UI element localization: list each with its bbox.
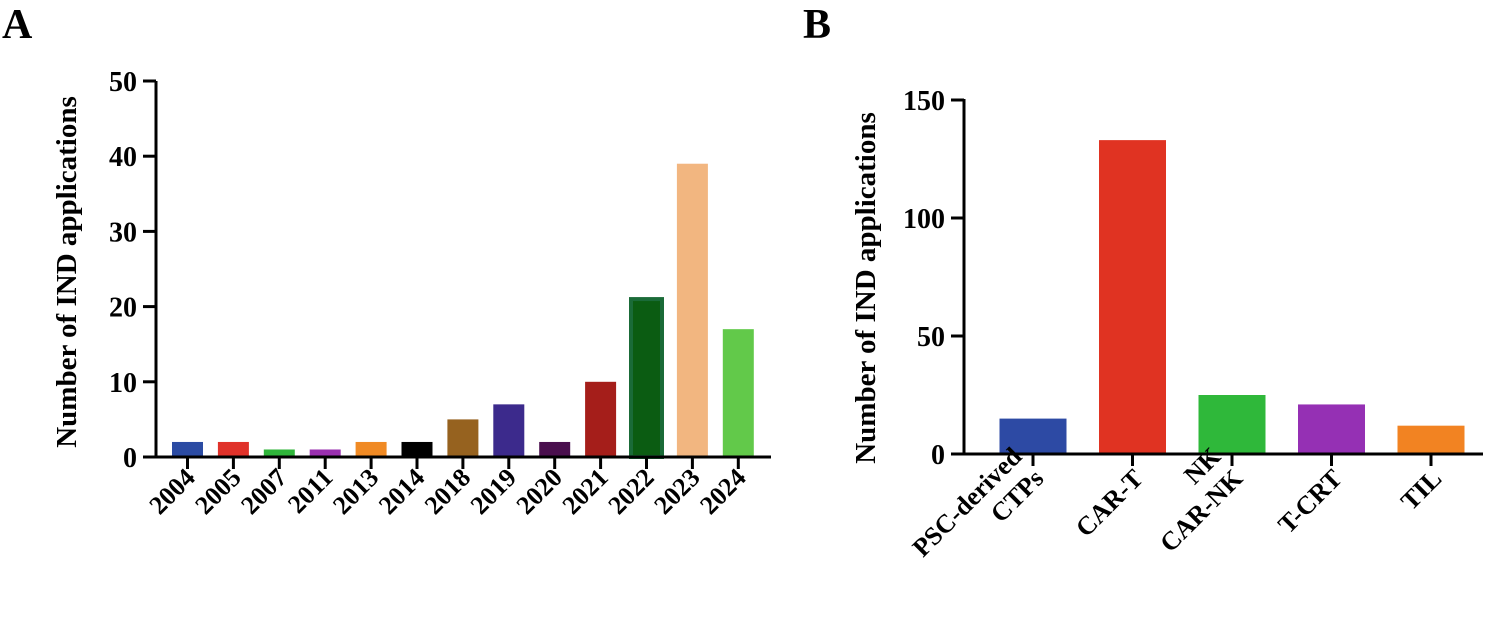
panel-b-y-tick-label: 50	[917, 322, 945, 353]
panel-b-bar-til	[1397, 425, 1465, 454]
panel-b-bar-car-t	[1099, 140, 1166, 454]
panel-b-bar-nk-car-nk	[1198, 395, 1266, 454]
panel-a-bar-2018	[447, 419, 479, 457]
panel-b-y-tick-label: 150	[903, 86, 945, 117]
panel-a-y-ticks: 0 10 20 30 40 50	[109, 67, 156, 474]
panel-a-bar-2004	[172, 441, 203, 457]
panel-a-x-tick-label: 2018	[419, 463, 476, 520]
panel-b-x-tick-label: TIL	[1395, 464, 1447, 516]
panel-a-bar-2011	[309, 449, 341, 457]
panel-b-x-tick-label: T-CRT	[1272, 464, 1347, 539]
panel-a-x-tick-label: 2013	[327, 463, 384, 520]
panel-a-x-tick-label: 2021	[557, 463, 614, 520]
panel-a-bar-2005	[217, 441, 249, 457]
panel-a-x-tick-label: 2022	[602, 463, 659, 520]
panel-a-y-tick-label: 0	[123, 443, 137, 474]
panel-b-y-tick-label: 0	[931, 440, 945, 471]
panel-a-bar-2021	[585, 381, 617, 457]
panel-b-bars	[999, 140, 1465, 454]
panel-b-y-axis-label: Number of IND applications	[850, 112, 882, 464]
panel-a-bar-2022	[629, 297, 664, 459]
panel-a-x-tick-label: 2019	[465, 463, 522, 520]
panel-a-y-tick-label: 20	[109, 293, 137, 324]
panel-a: A Number of IND applications 0 10 20 30 40 50…	[2, 2, 771, 520]
panel-a-y-axis-label: Number of IND applications	[51, 96, 83, 448]
panel-letter-a: A	[2, 2, 33, 48]
panel-a-bar-2014	[401, 441, 433, 457]
panel-a-bar-2013	[355, 441, 387, 457]
panel-a-x-tick-label: 2024	[694, 463, 751, 520]
panel-a-x-tick-label: 2007	[235, 463, 292, 520]
panel-a-bar-2023	[676, 163, 708, 457]
panel-a-bar-2007	[263, 449, 295, 457]
panel-a-x-ticks: 2004200520072011201320142018201920202021…	[143, 457, 752, 520]
panel-b-bar-psc-derived-ctps	[999, 418, 1067, 454]
panel-b-x-tick-label: CAR-T	[1070, 464, 1149, 543]
panel-a-x-tick-label: 2020	[511, 463, 568, 520]
panel-a-x-tick-label: 2014	[373, 463, 430, 520]
panel-a-x-tick-label: 2005	[189, 463, 246, 520]
panel-a-x-tick-label: 2023	[648, 463, 705, 520]
panel-a-bars	[172, 163, 754, 459]
panel-b-y-ticks: 0 50 100 150	[903, 86, 964, 471]
panel-letter-b: B	[803, 2, 831, 48]
panel-b-bar-t-crt	[1298, 404, 1365, 454]
panel-a-bar-2024	[722, 329, 754, 457]
panel-b-y-tick-label: 100	[903, 204, 945, 235]
panel-a-y-tick-label: 50	[109, 67, 137, 98]
panel-a-y-tick-label: 10	[109, 368, 137, 399]
panel-a-bar-2020	[539, 441, 571, 457]
panel-a-bar-2019	[493, 404, 525, 457]
panel-a-x-tick-label: 2004	[143, 463, 200, 520]
panel-a-x-tick-label: 2011	[282, 463, 338, 519]
panel-a-y-tick-label: 30	[109, 217, 137, 248]
panel-a-y-tick-label: 40	[109, 142, 137, 173]
